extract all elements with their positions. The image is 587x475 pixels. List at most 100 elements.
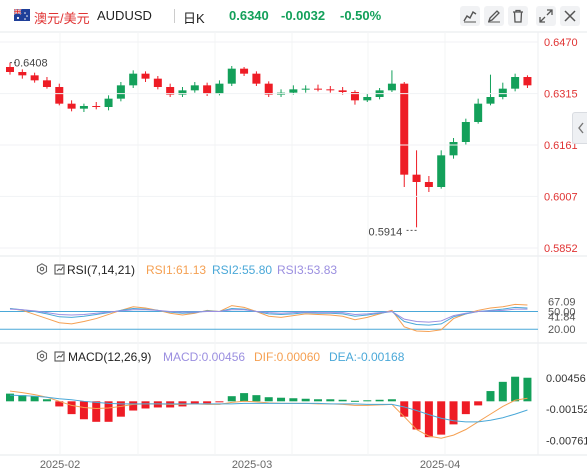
- macd-bar: [511, 376, 520, 402]
- macd-bar: [338, 399, 347, 402]
- candle-body: [289, 89, 298, 93]
- macd-bar: [18, 395, 27, 402]
- price-tick-label: 0.6470: [544, 37, 578, 49]
- candle-body: [301, 88, 310, 90]
- rsi-tick-label: 67.09: [548, 296, 576, 308]
- rsi-toggle-icon[interactable]: [54, 264, 66, 276]
- candle-body: [523, 77, 532, 86]
- candle-body: [449, 142, 458, 156]
- price-tick-label: 0.6315: [544, 89, 578, 101]
- grid-lines: [0, 31, 587, 456]
- macd-bar: [461, 401, 470, 415]
- macd-bar: [498, 381, 507, 402]
- candle-body: [178, 90, 187, 95]
- candle-body: [67, 103, 76, 109]
- candle-body: [314, 88, 322, 90]
- macd-tick-label: -0.00152: [546, 404, 587, 416]
- macd-bar: [79, 401, 88, 420]
- candle-body: [30, 75, 39, 81]
- macd-bar: [350, 400, 359, 402]
- rsi2-value: RSI2:55.80: [212, 263, 273, 277]
- rsi1-value: RSI1:61.13: [146, 263, 207, 277]
- candle-body: [190, 85, 199, 91]
- macd-bar: [387, 399, 396, 402]
- dea-line: [9, 394, 528, 423]
- macd-bar: [141, 401, 150, 409]
- macd-axis: 0.00456 -0.00152 -0.00761: [546, 373, 587, 447]
- macd-bar: [129, 401, 138, 411]
- time-axis: 2025-02 2025-03 2025-04: [40, 459, 460, 471]
- collapse-icon: [577, 122, 584, 134]
- macd-toggle-icon[interactable]: [54, 351, 66, 363]
- macd-bar: [92, 401, 101, 422]
- macd-bar: [400, 401, 409, 417]
- macd-bar: [215, 401, 224, 403]
- settings-icon[interactable]: [36, 350, 48, 362]
- period-selector[interactable]: 日K: [183, 11, 205, 26]
- candle-body: [240, 68, 249, 74]
- candle-body: [116, 85, 125, 99]
- candle-body: [412, 174, 421, 182]
- candle-body: [55, 87, 64, 104]
- price-annotations: 0.6408 0.5914: [10, 58, 417, 238]
- macd-bar: [375, 399, 384, 402]
- candle-body: [486, 97, 495, 104]
- rsi-title: RSI(7,14,21): [67, 263, 136, 277]
- candle-body: [252, 73, 261, 84]
- rsi-line-rsi1: [9, 303, 528, 333]
- candle-body: [79, 106, 88, 109]
- macd-tick-label: -0.00761: [546, 435, 587, 447]
- macd-bar: [227, 396, 236, 402]
- rsi-tick-label: 41.84: [548, 311, 576, 323]
- macd-bar: [240, 393, 249, 402]
- indicator-button[interactable]: [460, 6, 480, 26]
- au-flag-icon: [14, 9, 30, 21]
- macd-bar: [264, 397, 273, 402]
- macd-bar: [153, 401, 162, 408]
- expand-button[interactable]: [536, 6, 556, 26]
- draw-button[interactable]: [484, 6, 504, 26]
- candle-body: [6, 67, 14, 72]
- macd-bar: [203, 401, 212, 404]
- price-tick-label: 0.6161: [544, 140, 578, 152]
- indicator-icon: [463, 10, 477, 23]
- candle-body: [387, 83, 396, 91]
- header-divider: [174, 9, 175, 23]
- rsi-tick-label: 50.00: [548, 307, 576, 319]
- macd-bar: [326, 399, 335, 402]
- candle-body: [129, 73, 138, 86]
- delete-icon: [513, 9, 523, 23]
- close-button[interactable]: [560, 6, 580, 26]
- macd-bar: [252, 395, 261, 402]
- macd-bar: [486, 391, 495, 402]
- collapse-panel-button[interactable]: [572, 112, 587, 144]
- candle-body: [424, 182, 433, 187]
- macd-bar: [116, 401, 125, 417]
- last-price: 0.6340: [229, 8, 269, 23]
- macd-bar: [67, 401, 76, 415]
- candle-body: [437, 155, 446, 187]
- macd-bar: [104, 401, 113, 422]
- pair-code: AUDUSD: [97, 8, 152, 23]
- macd-bar: [449, 401, 458, 425]
- price-change-pct: -0.50%: [340, 8, 382, 23]
- candle-body: [92, 106, 101, 107]
- candle-series: [6, 62, 532, 228]
- candle-body: [104, 98, 113, 107]
- macd-bar: [363, 400, 372, 402]
- candle-body: [338, 90, 347, 92]
- candle-body: [350, 92, 359, 101]
- candle-body: [400, 83, 409, 175]
- settings-icon[interactable]: [36, 263, 48, 275]
- rsi-tick-label: 20.00: [548, 324, 576, 336]
- macd-bar: [30, 396, 39, 402]
- macd-bar: [277, 397, 286, 402]
- candle-body: [215, 83, 224, 94]
- candle-body: [42, 80, 51, 87]
- candle-body: [203, 85, 212, 94]
- macd-bar: [42, 399, 51, 402]
- macd-title: MACD(12,26,9): [68, 350, 152, 364]
- candle-body: [227, 68, 236, 84]
- delete-button[interactable]: [508, 6, 528, 26]
